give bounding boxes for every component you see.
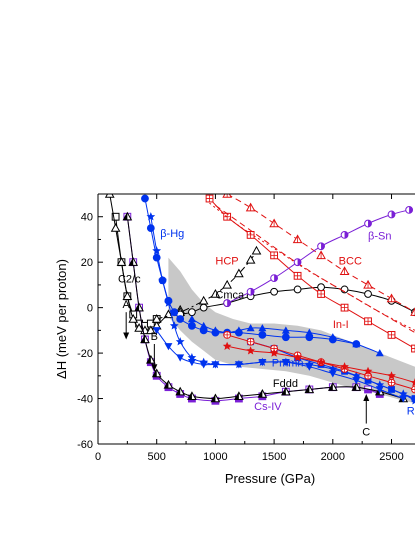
series-curve-14 [215, 205, 415, 332]
annotation-hcp: HCP [215, 255, 238, 267]
data-point-cmca-6 [247, 256, 255, 263]
arrow-a: A [123, 299, 131, 339]
annotation-cmca: Cmca [215, 290, 245, 302]
arrow-label-b: B [151, 331, 158, 343]
data-point-sn-8 [406, 207, 413, 214]
data-point-r3m-7 [412, 395, 415, 402]
data-point-hcp-6 [341, 304, 348, 311]
arrow-label-a: A [123, 299, 131, 311]
data-point-bcc-6 [364, 281, 372, 288]
y-tick-label-20: 20 [81, 257, 93, 269]
data-point-pmmn-2 [176, 354, 184, 361]
data-point-curve-3-9 [365, 291, 372, 298]
data-point-hcp-5 [318, 291, 325, 298]
data-point-curve-7-5 [176, 337, 185, 345]
data-point-sn-4 [318, 243, 325, 250]
data-point-hcp-9 [412, 345, 415, 352]
data-point-in-i-0 [224, 332, 231, 339]
y-tick-label--60: -60 [77, 439, 93, 451]
x-axis-label: Pressure (GPa) [225, 471, 315, 486]
data-point-hcp-0 [206, 195, 213, 202]
data-point-hg-13 [282, 334, 289, 341]
annotation-in-i: In-I [333, 319, 349, 331]
data-point-sn-3 [294, 259, 301, 266]
data-point-hcp-2 [247, 232, 254, 239]
y-tick-label--40: -40 [77, 394, 93, 406]
data-point-cmca-4 [223, 281, 231, 288]
data-point-hcp-8 [388, 332, 395, 339]
data-point-bcc-1 [247, 204, 255, 211]
annotation-r3m: R3m [407, 405, 415, 417]
annotation-hg: β-Hg [160, 228, 184, 240]
data-point-sn-2 [271, 275, 278, 282]
x-tick-label-2000: 2000 [321, 451, 345, 463]
annotation-pmmn: Pmmn [272, 358, 304, 370]
data-point-curve-3-2 [200, 304, 207, 311]
data-point-cmca-7 [253, 247, 261, 254]
x-tick-label-500: 500 [148, 451, 166, 463]
data-point-in-i-8 [412, 386, 415, 393]
x-tick-label-0: 0 [95, 451, 101, 463]
annotation-c2-c: C2/c [118, 274, 141, 286]
annotation-sn: β-Sn [368, 230, 391, 242]
x-tick-label-1000: 1000 [203, 451, 227, 463]
data-point-r3m-6 [388, 386, 395, 393]
data-point-hcp-7 [365, 318, 372, 325]
data-point-hg-6 [177, 316, 184, 323]
y-tick-label-0: 0 [87, 303, 93, 315]
data-point-hg-0 [142, 195, 149, 202]
data-point-sn-6 [365, 220, 372, 227]
annotation-cs-iv: Cs-IV [254, 401, 282, 413]
data-point-bcc-4 [317, 251, 325, 258]
arrow-c: C [362, 394, 370, 439]
data-point-hg-12 [259, 332, 266, 339]
data-point-curve-3-7 [318, 284, 325, 291]
series-line-curve-13 [210, 203, 415, 330]
data-point-curve-3-1 [189, 309, 196, 316]
data-point-sn-5 [341, 232, 348, 239]
arrow-head-c [363, 394, 369, 401]
data-point-curve-1-1 [112, 224, 120, 231]
arrow-b: B [151, 331, 158, 371]
data-point-in-i-1 [247, 338, 254, 345]
arrow-label-c: C [362, 427, 370, 439]
data-point-hg-7 [189, 322, 196, 329]
annotation-bcc: BCC [339, 255, 362, 267]
data-point-hg-2 [153, 254, 160, 261]
data-point-bcc-5 [341, 267, 349, 274]
data-point-sn-1 [247, 288, 254, 295]
y-axis-label: ΔH (meV per proton) [54, 259, 69, 379]
data-point-hcp-3 [271, 252, 278, 259]
data-point-sn-7 [388, 211, 395, 218]
series-line-curve-14 [215, 205, 415, 332]
data-point-curve-3-5 [271, 288, 278, 295]
data-point-bcc-3 [294, 235, 302, 242]
x-tick-label-1500: 1500 [262, 451, 286, 463]
data-point-hg-5 [171, 309, 178, 316]
data-point-in-i-6 [365, 372, 372, 379]
data-point-hcp-4 [294, 272, 301, 279]
y-tick-label-40: 40 [81, 212, 93, 224]
data-point-bcc-2 [270, 220, 278, 227]
series-curve-13 [210, 203, 415, 330]
arrow-head-a [123, 332, 129, 339]
y-tick-label--20: -20 [77, 348, 93, 360]
data-point-in-i-7 [388, 379, 395, 386]
x-tick-label-2500: 2500 [379, 451, 403, 463]
data-point-curve-3-6 [294, 286, 301, 293]
annotation-fddd: Fddd [273, 378, 298, 390]
